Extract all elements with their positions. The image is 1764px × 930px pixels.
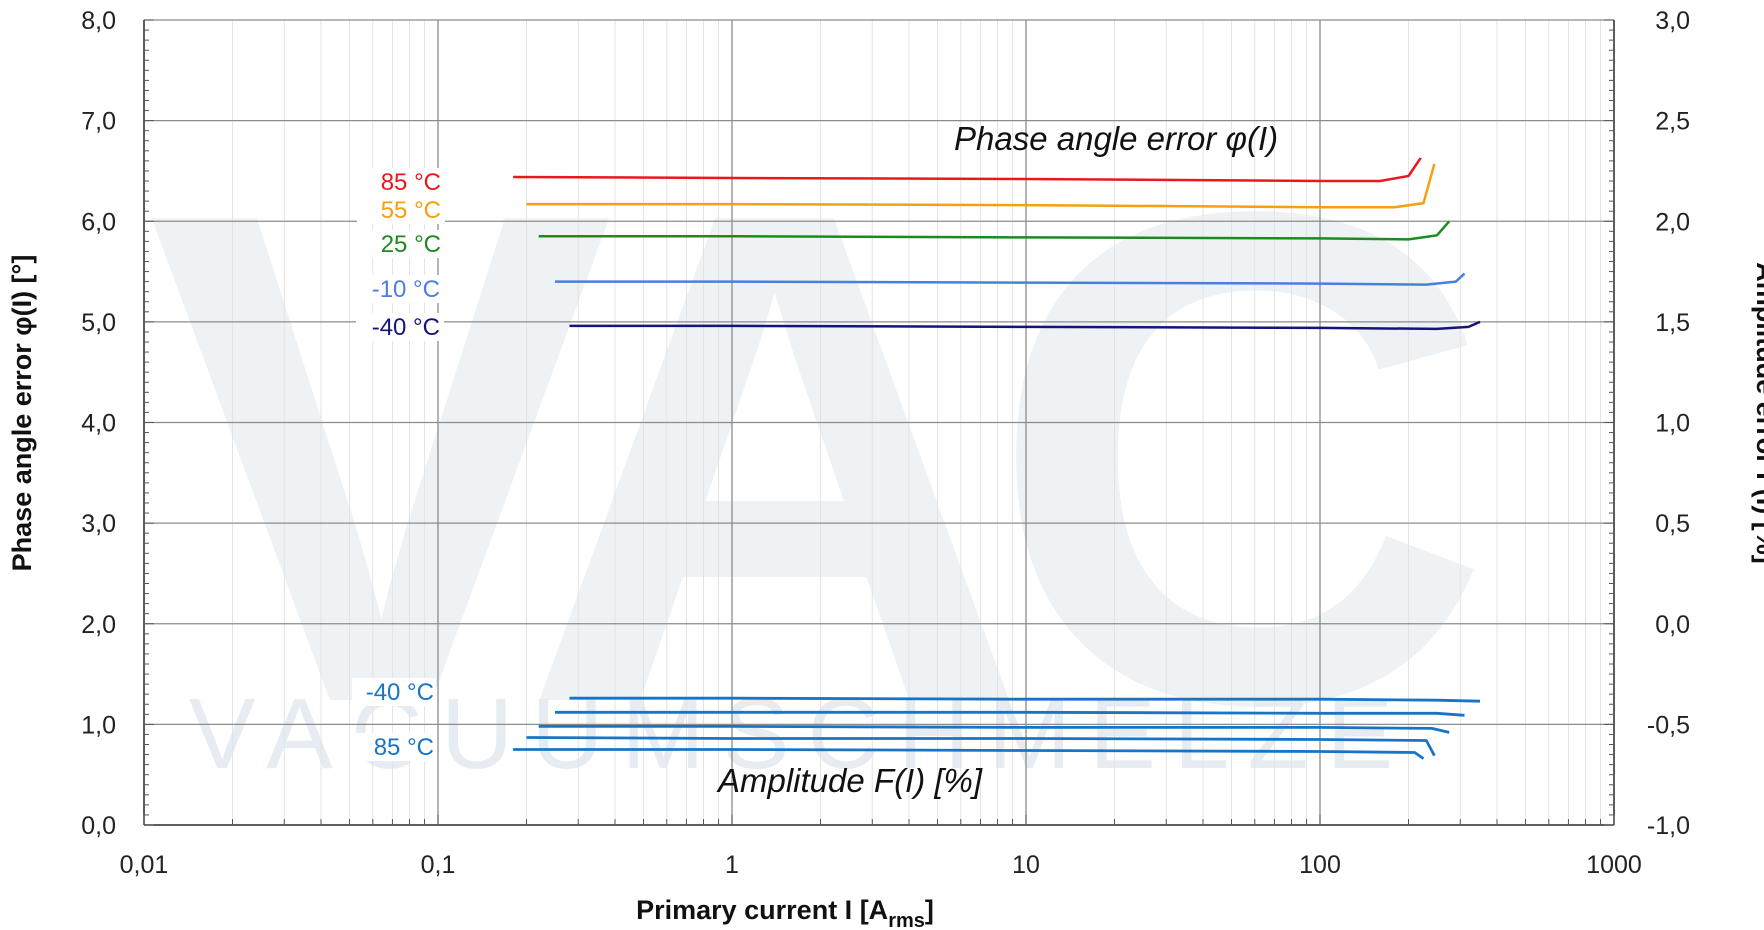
y-left-tick-label: 3,0	[81, 510, 116, 538]
y-left-tick-label: 8,0	[81, 7, 116, 35]
x-tick-label: 0,1	[421, 851, 456, 879]
x-axis-title: Primary current I [Arms]	[636, 895, 934, 930]
phase-line	[555, 272, 1466, 286]
x-axis-title-end: ]	[925, 895, 934, 925]
amplitude-series-label: 85 °C	[374, 734, 434, 761]
amplitude-label-bg	[352, 733, 436, 761]
phase-line	[569, 320, 1481, 331]
x-tick-label: 0,01	[120, 851, 169, 879]
y-axis-title-left: Phase angle error φ(I) [°]	[7, 255, 37, 572]
amplitude-line	[513, 748, 1425, 760]
y-left-tick-label: 6,0	[81, 208, 116, 236]
x-tick-label: 10	[1012, 851, 1040, 879]
phase-label-bg	[357, 168, 445, 196]
x-tick-label: 1000	[1586, 851, 1642, 879]
y-left-tick-label: 1,0	[81, 711, 116, 739]
phase-label-bg	[357, 196, 445, 224]
phase-series-label: 85 °C	[381, 169, 441, 196]
y-right-tick-label: -0,5	[1647, 711, 1690, 739]
series	[513, 157, 1481, 760]
phase-line	[513, 157, 1422, 183]
phase-series-label: 55 °C	[381, 197, 441, 224]
phase-annotation: Phase angle error φ(I)	[954, 120, 1278, 157]
y-left-tick-label: 4,0	[81, 410, 116, 438]
y-left-tick-label: 7,0	[81, 108, 116, 136]
phase-series-label: -40 °C	[372, 314, 440, 341]
y-right-tick-label: 2,5	[1655, 108, 1690, 136]
phase-label-bg	[356, 313, 444, 341]
phase-series-label: -10 °C	[372, 276, 440, 303]
amplitude-line	[569, 696, 1481, 703]
series-labels: 85 °C55 °C25 °C-10 °C-40 °C-40 °C85 °C	[352, 168, 445, 761]
y-left-tick-label: 2,0	[81, 611, 116, 639]
phase-line	[526, 163, 1436, 209]
x-axis-title-sub: rms	[888, 910, 925, 930]
amplitude-label-bg	[352, 678, 436, 706]
y-right-tick-label: 0,5	[1655, 510, 1690, 538]
y-right-tick-label: 2,0	[1655, 208, 1690, 236]
y-left-tick-label: 0,0	[81, 812, 116, 840]
y-axis-title-right: Amplitude error F(I) [%]	[1751, 262, 1764, 564]
amplitude-line	[555, 710, 1465, 717]
x-tick-label: 100	[1299, 851, 1341, 879]
phase-label-bg	[356, 275, 444, 303]
amplitude-series-label: -40 °C	[366, 679, 434, 706]
y-left-tick-label: 5,0	[81, 309, 116, 337]
axes	[143, 19, 1615, 826]
y-right-tick-label: 0,0	[1655, 611, 1690, 639]
y-right-tick-label: -1,0	[1647, 812, 1690, 840]
tick-labels: 0,01 0,1 1 10 100 1000 0,0 1,0 2,0 3,0 4,0 5,0 6,0 7,…	[81, 7, 1690, 879]
phase-series-label: 25 °C	[381, 231, 441, 258]
x-axis-title-main: Primary current I [A	[636, 895, 888, 925]
amplitude-annotation: Amplitude F(I) [%]	[716, 762, 983, 799]
phase-line	[538, 220, 1451, 241]
phase-label-bg	[357, 230, 445, 258]
y-right-tick-label: 1,0	[1655, 410, 1690, 438]
y-right-tick-label: 3,0	[1655, 7, 1690, 35]
x-tick-label: 1	[725, 851, 739, 879]
amplitude-line	[538, 725, 1450, 734]
y-right-tick-label: 1,5	[1655, 309, 1690, 337]
amplitude-line	[526, 736, 1436, 757]
